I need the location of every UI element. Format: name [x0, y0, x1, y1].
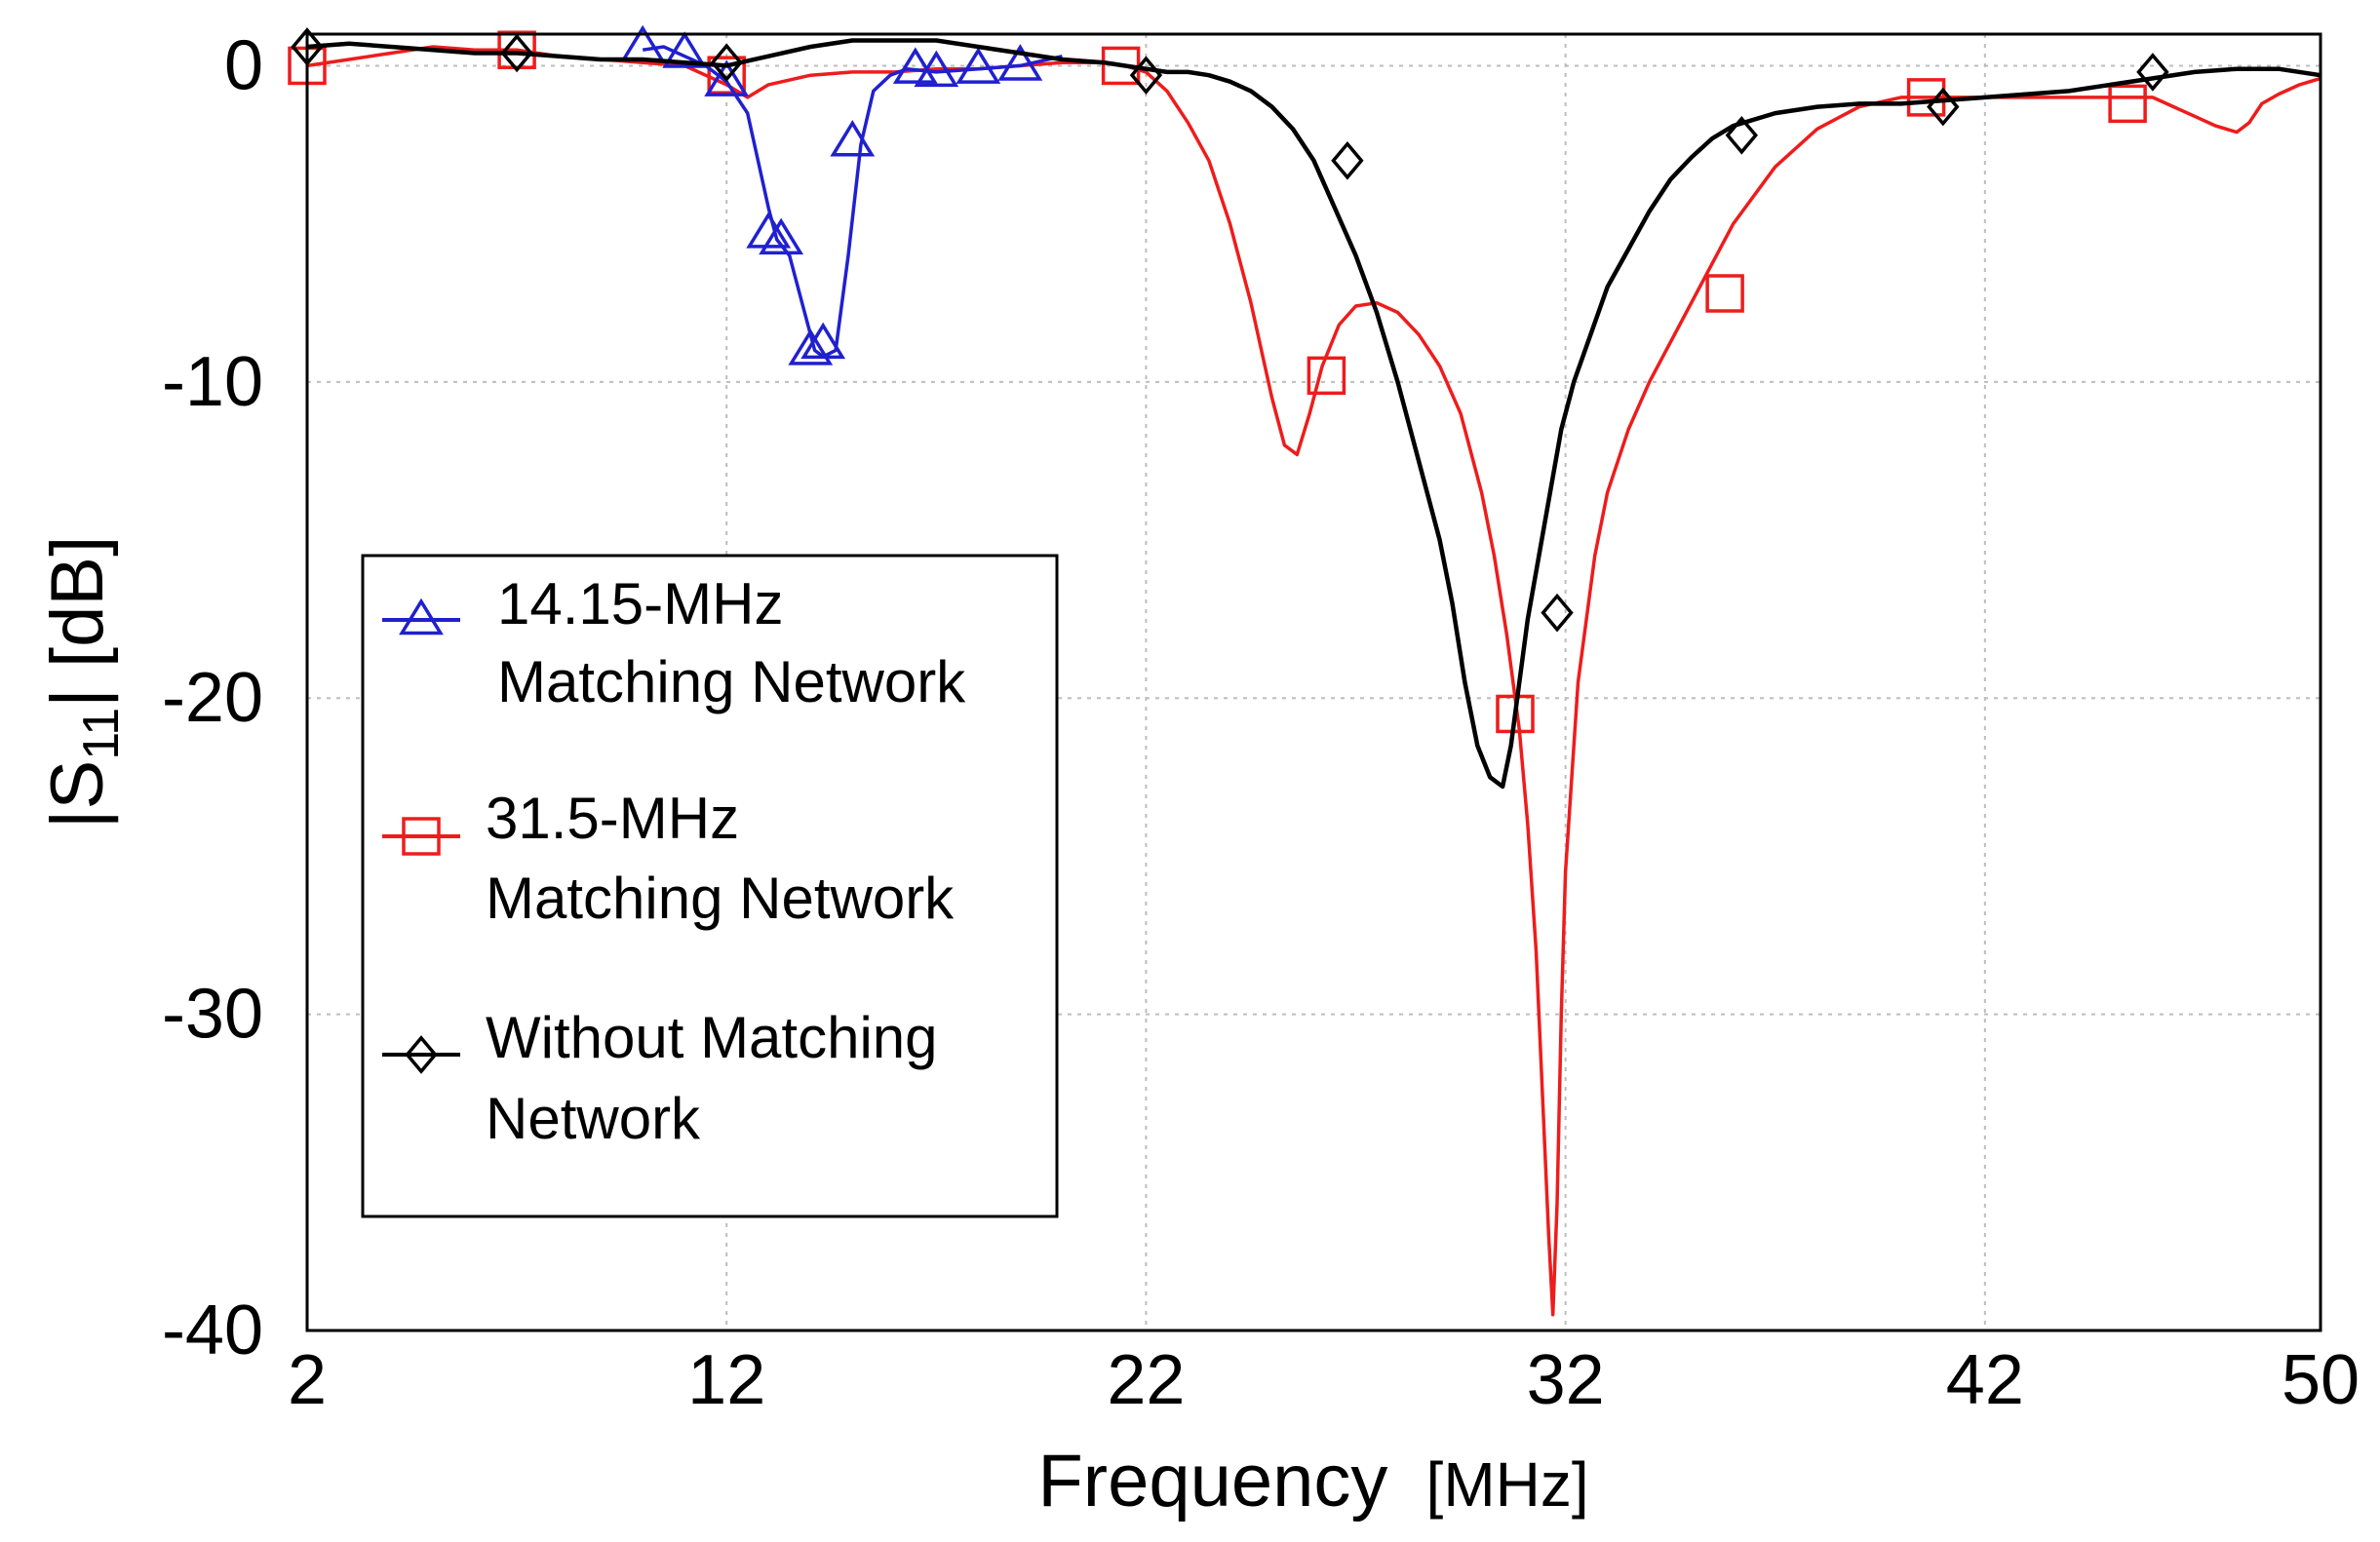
legend-entry: 14.15-MHz Matching Network	[382, 571, 966, 714]
grid-layer	[307, 34, 2321, 1330]
y-tick-label: -20	[162, 659, 263, 737]
data-point-triangle-marker	[892, 47, 938, 84]
series-line-14-15-mhz-matching-network	[642, 45, 1063, 359]
legend-frame	[361, 554, 1059, 1218]
x-axis-unit: [MHz]	[1426, 1449, 1589, 1520]
x-tick-label: 12	[687, 1341, 765, 1419]
data-point-triangle-marker	[997, 44, 1043, 81]
data-point-square-marker	[707, 56, 746, 95]
data-point-triangle-marker	[704, 59, 750, 96]
data-point-triangle-marker	[914, 50, 959, 88]
data-point-triangle-marker	[662, 31, 708, 68]
legend-label: Matching Network	[486, 866, 955, 931]
legend-label: Without Matching	[486, 1005, 938, 1070]
data-point-diamond-marker	[2136, 53, 2169, 92]
y-axis-title: |S11| [dB]	[36, 536, 130, 829]
x-axis-title-text: Frequency	[1037, 1440, 1387, 1523]
y-axis-title-pre: |S	[36, 760, 119, 829]
x-tick-label: 22	[1107, 1341, 1185, 1419]
legend: 14.15-MHz Matching Network 31.5-MHz Matchin…	[361, 554, 1059, 1218]
legend-label: 31.5-MHz	[486, 786, 739, 851]
series-layer	[288, 24, 2321, 1317]
data-point-square-marker	[2108, 84, 2147, 124]
series-line-without-matching-network	[306, 38, 2321, 790]
y-tick-label: -10	[162, 343, 263, 421]
legend-label: Network	[486, 1086, 701, 1151]
data-point-triangle-marker	[759, 217, 804, 255]
series-14-15-mhz-matching-network	[620, 24, 1063, 366]
data-point-diamond-marker	[500, 33, 533, 73]
data-point-triangle-marker	[800, 322, 846, 360]
data-point-diamond-marker	[1331, 140, 1364, 180]
data-point-triangle-marker	[788, 328, 834, 366]
y-axis-title-sub: 11	[73, 708, 130, 760]
data-point-square-marker	[1496, 694, 1535, 734]
x-tick-label: 50	[2282, 1341, 2360, 1419]
y-tick-label: 0	[224, 26, 263, 104]
x-tick-label: 42	[1946, 1341, 2024, 1419]
plot-area-frame	[305, 32, 2322, 1332]
x-tick-label: 2	[288, 1341, 327, 1419]
data-point-triangle-marker	[956, 47, 1001, 84]
legend-entry: 31.5-MHz Matching Network	[382, 786, 955, 931]
legend-entry: Without Matching Network	[382, 1005, 938, 1151]
data-point-diamond-marker	[710, 43, 743, 83]
legend-label: 14.15-MHz	[497, 571, 783, 636]
y-axis-title-post: | [dB]	[36, 536, 119, 708]
data-point-diamond-marker	[1725, 115, 1759, 155]
legend-label: Matching Network	[497, 649, 966, 714]
data-point-square-marker	[1307, 356, 1346, 396]
data-point-diamond-marker	[1129, 56, 1163, 95]
data-point-diamond-marker	[1541, 593, 1574, 633]
data-point-triangle-marker	[746, 212, 792, 249]
data-point-triangle-marker	[830, 120, 876, 157]
y-tick-label: -40	[162, 1291, 263, 1369]
legend-entries: 14.15-MHz Matching Network 31.5-MHz Matchin…	[382, 571, 966, 1151]
legend-diamond-marker	[405, 1035, 438, 1074]
tick-labels: 2 12 22 32 42 50 0 -10 -20 -30 -40	[162, 26, 2360, 1419]
x-tick-label: 32	[1527, 1341, 1605, 1419]
data-point-square-marker	[1705, 274, 1744, 313]
y-tick-label: -30	[162, 976, 263, 1054]
legend-triangle-marker	[399, 598, 444, 636]
data-point-diamond-marker	[1927, 87, 1960, 127]
series-without-matching-network	[291, 27, 2321, 790]
data-point-square-marker	[1906, 78, 1946, 117]
legend-square-marker	[402, 817, 441, 856]
x-axis-title: Frequency [MHz]	[1037, 1440, 1588, 1523]
